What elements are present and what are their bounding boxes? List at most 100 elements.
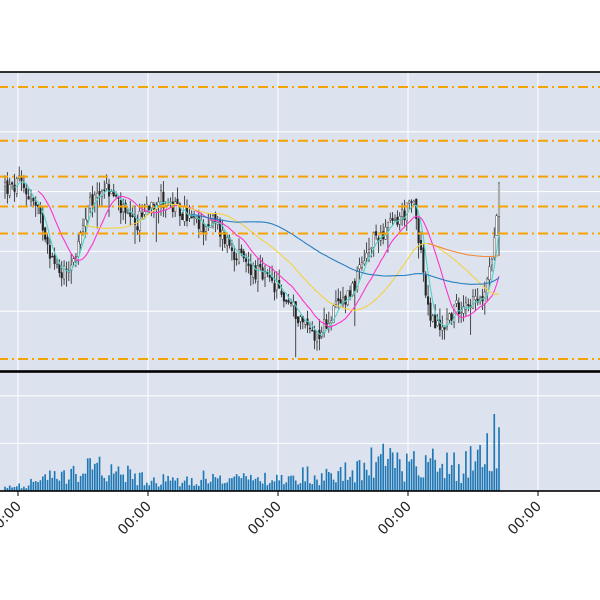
candle-body — [226, 237, 229, 246]
volume-bar-110 — [264, 472, 266, 491]
volume-bar-209 — [498, 427, 500, 491]
candle-body — [181, 213, 184, 220]
volume-bar-169 — [403, 481, 406, 491]
candle-153 — [365, 242, 368, 263]
candle-body — [391, 218, 394, 221]
volume-bar-171 — [408, 461, 411, 491]
candle-body — [84, 218, 87, 227]
candle-body — [249, 264, 252, 275]
candle-body — [493, 237, 496, 259]
volume-bar-41 — [101, 475, 103, 491]
candle-181 — [431, 313, 434, 323]
candle-53 — [129, 200, 132, 227]
candle-118 — [282, 291, 285, 308]
candle-body — [200, 220, 203, 232]
volume-bar-133 — [318, 485, 321, 491]
volume-bar-35 — [86, 458, 89, 491]
volume-bar-17 — [44, 474, 47, 491]
volume-panel — [0, 371, 600, 492]
candle-25 — [63, 260, 66, 285]
volume-bar-22 — [56, 478, 58, 491]
volume-bar-123 — [294, 480, 297, 491]
volume-bar-145 — [346, 479, 349, 491]
volume-bar-101 — [242, 473, 245, 491]
candle-body — [25, 188, 28, 195]
volume-bar-52 — [127, 465, 129, 491]
volume-bar-43 — [105, 481, 108, 491]
volume-bar-201 — [479, 444, 481, 491]
candle-106 — [254, 260, 257, 284]
candle-body — [115, 195, 118, 197]
volume-bar-46 — [112, 473, 115, 491]
candle-195 — [464, 296, 467, 317]
candle-body — [353, 280, 356, 291]
volume-bar-122 — [292, 475, 295, 491]
candle-body — [434, 314, 437, 329]
volume-bar-124 — [297, 484, 299, 491]
volume-bar-183 — [436, 471, 439, 491]
candle-body — [129, 212, 132, 217]
volume-bar-82 — [197, 485, 200, 491]
candle-body — [261, 267, 264, 280]
candle-body — [285, 299, 288, 302]
candle-body — [252, 265, 255, 278]
candle-129 — [308, 321, 311, 334]
candle-155 — [370, 247, 373, 258]
candle-104 — [249, 253, 252, 286]
candle-body — [3, 182, 7, 187]
candle-body — [89, 196, 92, 209]
volume-bar-143 — [342, 480, 344, 491]
volume-bar-27 — [67, 479, 70, 491]
candle-108 — [259, 254, 262, 272]
volume-bar-19 — [49, 470, 51, 491]
candle-body — [273, 283, 276, 293]
candle-142 — [339, 291, 342, 304]
volume-bar-18 — [46, 479, 49, 491]
candle-body — [216, 222, 219, 225]
candle-38 — [93, 191, 96, 213]
volume-bar-111 — [266, 485, 269, 491]
candle-169 — [403, 199, 406, 226]
volume-bar-160 — [382, 443, 385, 491]
candle-body — [53, 255, 56, 265]
candle-body — [126, 212, 129, 215]
volume-bar-2 — [8, 485, 11, 491]
volume-bar-50 — [122, 474, 125, 491]
candle-body — [202, 222, 205, 234]
volume-bar-157 — [375, 462, 377, 491]
volume-bar-130 — [311, 484, 314, 491]
candle-body — [311, 329, 314, 332]
candle-119 — [285, 299, 288, 305]
volume-bar-129 — [309, 483, 311, 491]
volume-bar-181 — [431, 448, 434, 491]
volume-bar-20 — [51, 477, 54, 491]
volume-bar-162 — [387, 458, 389, 491]
candle-body — [358, 264, 361, 269]
volume-bar-105 — [252, 480, 255, 491]
candle-body — [445, 318, 449, 328]
candle-body — [339, 299, 342, 304]
candle-body — [233, 251, 236, 260]
candle-52 — [126, 209, 129, 215]
candle-body — [41, 213, 44, 231]
candle-body — [112, 190, 115, 197]
candle-body — [363, 260, 366, 265]
volume-bar-131 — [313, 475, 316, 491]
volume-bar-11 — [30, 478, 32, 491]
candle-body — [308, 327, 311, 330]
candle-body — [98, 190, 101, 195]
candle-body — [96, 192, 99, 198]
candle-body — [438, 319, 441, 330]
volume-bar-198 — [472, 470, 474, 491]
volume-bar-104 — [249, 474, 252, 491]
candle-body — [427, 296, 430, 305]
candle-196 — [467, 298, 470, 312]
volume-bar-151 — [361, 480, 363, 491]
volume-bar-87 — [209, 481, 212, 491]
candle-body — [13, 184, 16, 192]
candle-body — [349, 290, 352, 297]
candle-body — [460, 312, 463, 314]
candle-body — [372, 232, 375, 248]
volume-bar-40 — [98, 456, 101, 491]
